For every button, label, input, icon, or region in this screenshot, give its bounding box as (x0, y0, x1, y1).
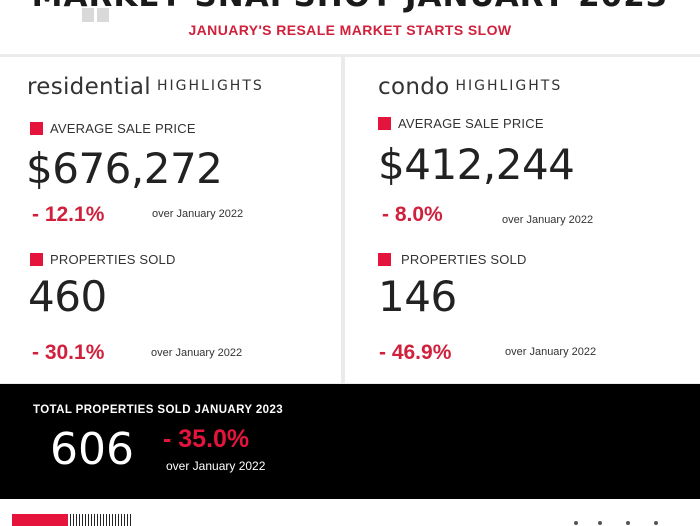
residential-sold-label: PROPERTIES SOLD (30, 252, 176, 267)
red-square-icon (378, 117, 391, 130)
condo-avg-price-label: AVERAGE SALE PRICE (378, 116, 544, 131)
header-decoration (82, 8, 112, 22)
total-change: - 35.0% (163, 425, 250, 453)
condo-avg-price: $412,244 (378, 140, 575, 189)
condo-avg-price-change: - 8.0% (382, 203, 443, 226)
footer-dots-icon (574, 521, 664, 526)
residential-avg-price-compare: over January 2022 (152, 208, 244, 220)
condo-avg-price-compare: over January 2022 (502, 214, 594, 226)
footer-red-bar (12, 514, 68, 526)
residential-sold-compare: over January 2022 (151, 347, 243, 359)
condo-panel: condo HIGHLIGHTS AVERAGE SALE PRICE $412,… (345, 57, 700, 383)
residential-heading-name: residential (27, 74, 151, 100)
residential-sold: 460 (28, 272, 107, 321)
red-square-icon (30, 122, 43, 135)
page-subtitle: JANUARY'S RESALE MARKET STARTS SLOW (188, 22, 512, 38)
condo-sold-change: - 46.9% (379, 341, 452, 364)
residential-avg-price-label: AVERAGE SALE PRICE (30, 121, 196, 136)
footer (0, 499, 700, 526)
total-band: TOTAL PROPERTIES SOLD JANUARY 2023 606 -… (0, 384, 700, 499)
residential-avg-price: $676,272 (26, 144, 223, 193)
total-label: TOTAL PROPERTIES SOLD JANUARY 2023 (33, 404, 284, 416)
residential-avg-price-change: - 12.1% (32, 203, 105, 226)
page-title: MARKET SNAPSHOT JANUARY 2023 (0, 0, 700, 14)
residential-heading: residential HIGHLIGHTS (27, 74, 264, 100)
residential-sold-change: - 30.1% (32, 341, 105, 364)
condo-heading: condo HIGHLIGHTS (378, 74, 562, 100)
red-square-icon (30, 253, 43, 266)
red-square-icon (378, 253, 391, 266)
residential-heading-tag: HIGHLIGHTS (157, 78, 264, 94)
residential-panel: residential HIGHLIGHTS AVERAGE SALE PRICE… (0, 57, 341, 383)
condo-heading-name: condo (378, 74, 450, 100)
total-value: 606 (50, 424, 134, 475)
total-compare: over January 2022 (166, 459, 266, 473)
footer-barcode-icon (70, 514, 132, 526)
condo-sold: 146 (378, 272, 457, 321)
condo-sold-compare: over January 2022 (505, 346, 597, 358)
condo-heading-tag: HIGHLIGHTS (455, 78, 563, 94)
condo-sold-label: PROPERTIES SOLD (378, 252, 527, 267)
header: MARKET SNAPSHOT JANUARY 2023 JANUARY'S R… (0, 0, 700, 54)
